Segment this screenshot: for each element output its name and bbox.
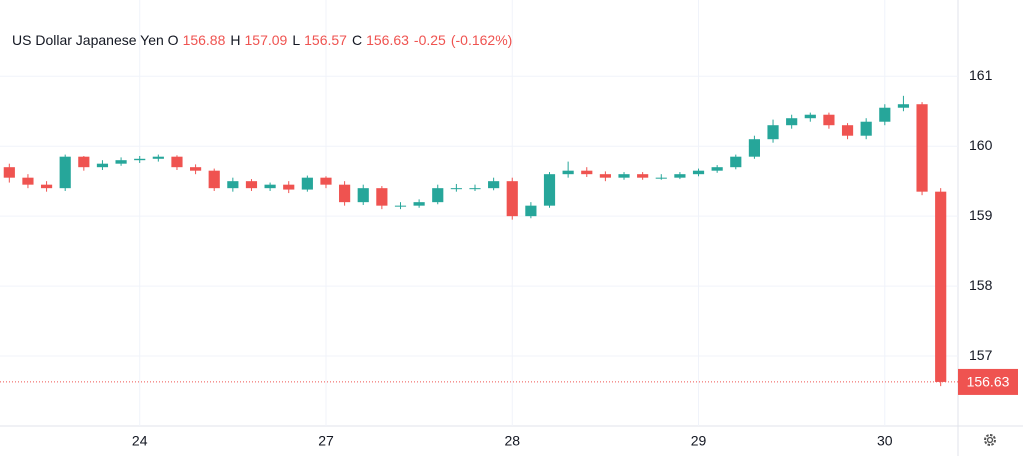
candle-body	[860, 121, 872, 136]
candle-body	[78, 156, 90, 168]
candle-body	[935, 191, 947, 382]
candle-body	[897, 104, 910, 108]
x-tick-label: 29	[691, 433, 707, 449]
candle-body	[40, 184, 53, 189]
candle-body	[171, 156, 183, 168]
change-percent: (-0.162%)	[450, 32, 513, 48]
candle-body	[488, 181, 500, 189]
field-label: O	[167, 32, 179, 48]
legend: US Dollar Japanese Yen O 156.88 H 157.09 L 15…	[12, 32, 517, 48]
field-value: 156.57	[304, 32, 347, 48]
candle-body	[59, 156, 71, 189]
y-tick-label: 158	[969, 277, 993, 293]
candle-body	[469, 188, 481, 190]
field-value: 156.63	[366, 32, 409, 48]
candle-body	[879, 107, 891, 122]
candle-body	[3, 167, 15, 178]
candle-body	[394, 205, 407, 207]
candle-body	[413, 202, 425, 206]
candle-body	[432, 188, 444, 203]
last-price-box	[958, 368, 1018, 395]
candle-body	[730, 156, 742, 168]
plot: 157 158 159 160 161 24 27 28 29 30 156.63	[0, 0, 1018, 449]
candle-body	[599, 174, 611, 178]
candle-body	[543, 174, 556, 206]
field-label: H	[230, 32, 241, 48]
candle-body	[841, 125, 854, 136]
candle-body	[22, 177, 34, 185]
candle-body	[283, 184, 295, 190]
candle-body	[264, 184, 276, 189]
candle-body	[339, 184, 351, 203]
x-tick-label: 28	[504, 433, 520, 449]
candle-body	[674, 174, 686, 178]
candle-body	[227, 181, 239, 189]
y-tick-label: 161	[969, 67, 993, 83]
change: -0.25	[413, 32, 446, 48]
last-price-label: 156.63	[967, 374, 1010, 390]
candle-body	[357, 188, 369, 203]
x-tick-label: 30	[877, 433, 893, 449]
candle-body	[655, 177, 667, 179]
y-tick-label: 157	[969, 347, 993, 363]
candle-body	[823, 114, 835, 126]
y-tick-label: 159	[969, 207, 993, 223]
candle-body	[711, 167, 723, 171]
candle-body	[637, 174, 649, 178]
candle-body	[208, 170, 220, 189]
candle-body	[152, 156, 164, 159]
candle-body	[916, 104, 928, 192]
candle-body	[190, 167, 202, 171]
candle-body	[525, 205, 537, 217]
settings-icon[interactable]	[984, 434, 996, 446]
candle-body	[320, 177, 332, 185]
candle-body	[134, 158, 146, 161]
x-tick-label: 24	[132, 433, 148, 449]
candle-body	[96, 163, 109, 168]
symbol: US Dollar Japanese Yen	[12, 32, 164, 48]
candle-body	[562, 170, 574, 175]
candle-body	[301, 177, 313, 190]
candle-body	[376, 188, 388, 206]
candle-body	[245, 181, 258, 189]
field-label: C	[351, 32, 363, 48]
x-tick-label: 27	[318, 433, 334, 449]
candle-body	[581, 170, 593, 175]
candle-body	[506, 181, 518, 217]
candle-body	[748, 139, 760, 157]
candle-body	[767, 125, 779, 140]
candle-body	[618, 174, 630, 178]
candle-body	[450, 188, 462, 190]
field-label: L	[292, 32, 301, 48]
candle-body	[692, 170, 705, 175]
field-value: 156.88	[182, 32, 226, 48]
candle-body	[786, 118, 798, 126]
field-value: 157.09	[244, 32, 288, 48]
candle-body	[804, 114, 816, 119]
candle-body	[115, 160, 127, 164]
y-tick-label: 160	[969, 137, 993, 153]
